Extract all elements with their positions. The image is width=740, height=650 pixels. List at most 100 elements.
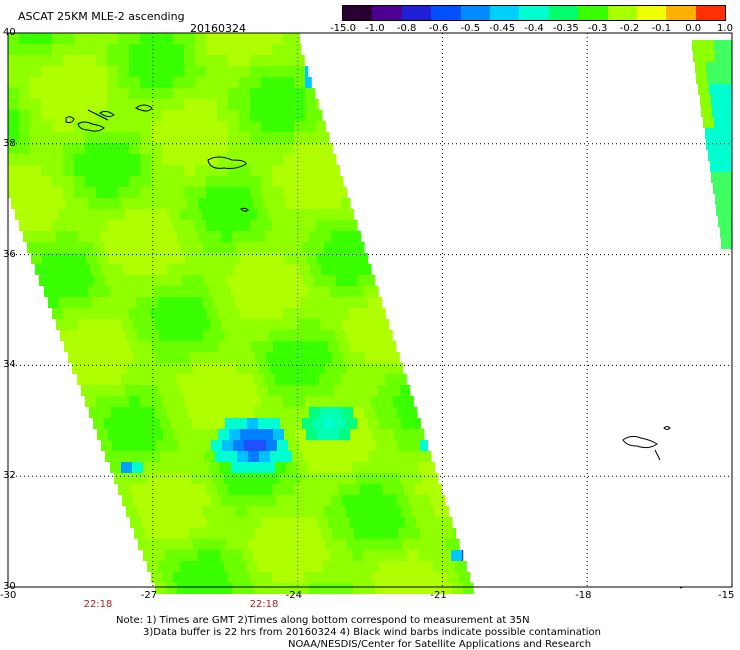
swath-cell — [195, 308, 206, 319]
swath-cell — [41, 154, 52, 165]
swath-cell — [349, 572, 360, 583]
swath-cell — [41, 88, 52, 99]
colorbar-swatch — [343, 6, 373, 20]
swath-cell — [398, 352, 400, 363]
swath-cell — [15, 209, 26, 220]
swath-cell — [314, 275, 325, 286]
swath-cell — [217, 33, 228, 44]
swath-cell — [158, 561, 169, 572]
swath-cell — [218, 517, 229, 528]
swath-cell — [382, 484, 393, 495]
swath-cell — [152, 429, 163, 440]
colorbar-tick-label: -0.35 — [552, 23, 579, 34]
swath-cell — [204, 275, 215, 286]
swath-cell — [305, 143, 316, 154]
swath-cell — [159, 506, 170, 517]
swath-cell — [85, 99, 96, 110]
swath-cell — [387, 352, 398, 363]
swath-cell — [8, 55, 19, 66]
swath-cell — [162, 165, 173, 176]
swath-cell — [64, 341, 75, 352]
swath-cell — [228, 176, 239, 187]
colorbar-swatch — [548, 6, 579, 20]
swath-cell — [328, 341, 339, 352]
swath-cell — [85, 132, 96, 143]
swath-cell — [316, 572, 327, 583]
swath-cell — [166, 319, 177, 330]
swath-cell — [239, 132, 250, 143]
swath-cell — [82, 242, 93, 253]
swath-cell — [272, 121, 283, 132]
swath-cell — [281, 539, 292, 550]
swath-cell — [339, 517, 350, 528]
swath-cell — [397, 407, 408, 418]
swath-cell — [280, 242, 291, 253]
swath-cell — [162, 66, 173, 77]
swath-cell — [312, 209, 323, 220]
swath-cell — [309, 495, 320, 506]
swath-cell — [301, 473, 312, 484]
swath-cell — [151, 308, 162, 319]
swath-cell — [136, 385, 147, 396]
swath-cell — [228, 33, 239, 44]
swath-cell — [165, 374, 176, 385]
swath-cell — [387, 528, 398, 539]
swath-cell — [276, 583, 287, 594]
swath-cell — [313, 330, 324, 341]
swath-cell — [725, 117, 732, 128]
swath-cell — [206, 154, 217, 165]
swath-cell — [231, 550, 242, 561]
swath-cell — [125, 297, 136, 308]
swath-cell — [209, 198, 220, 209]
swath-cell — [272, 308, 283, 319]
swath-cell — [331, 495, 342, 506]
swath-cell — [364, 583, 375, 594]
swath-cell — [173, 154, 184, 165]
swath-cell — [294, 572, 305, 583]
swath-cell — [276, 319, 287, 330]
swath-cell — [243, 407, 254, 418]
swath-cell — [466, 561, 467, 572]
swath-cell — [305, 308, 316, 319]
swath-cell — [346, 418, 357, 429]
swath-cell — [317, 429, 328, 440]
swath-cell — [453, 528, 457, 539]
swath-cell — [221, 231, 232, 242]
longitude-label: -24 — [285, 590, 302, 601]
swath-cell — [316, 143, 327, 154]
swath-cell — [163, 517, 174, 528]
swath-cell — [332, 528, 343, 539]
swath-cell — [324, 330, 335, 341]
swath-cell — [401, 418, 412, 429]
swath-cell — [107, 143, 118, 154]
swath-cell — [107, 77, 118, 88]
swath-cell — [127, 363, 138, 374]
swath-cell — [265, 407, 276, 418]
swath-cell — [163, 341, 174, 352]
longitude-label: -15 — [718, 590, 735, 601]
swath-cell — [239, 165, 250, 176]
swath-cell — [126, 418, 137, 429]
swath-cell — [191, 385, 202, 396]
swath-cell — [305, 132, 316, 143]
swath-cell — [85, 176, 96, 187]
swath-cell — [151, 176, 162, 187]
swath-cell — [327, 220, 338, 231]
swath-cell — [242, 462, 253, 473]
swath-cell — [294, 484, 305, 495]
swath-cell — [290, 209, 301, 220]
swath-cell — [140, 77, 151, 88]
swath-cell — [302, 330, 313, 341]
swath-cell — [330, 286, 341, 297]
swath-cell — [148, 330, 159, 341]
swath-cell — [321, 528, 332, 539]
swath-cell — [235, 561, 246, 572]
swath-cell — [416, 429, 425, 440]
swath-cell — [173, 187, 184, 198]
swath-cell — [63, 44, 74, 55]
swath-cell — [383, 517, 394, 528]
swath-cell — [30, 165, 41, 176]
swath-cell — [30, 143, 41, 154]
swath-cell — [110, 374, 121, 385]
swath-cell — [140, 165, 151, 176]
